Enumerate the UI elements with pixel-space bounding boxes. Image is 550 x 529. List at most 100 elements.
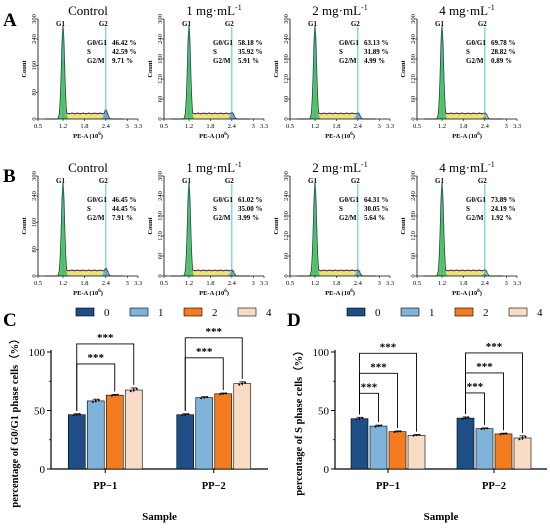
bar bbox=[475, 428, 494, 470]
x-tick-label: 2.4 bbox=[228, 280, 237, 287]
stat-value: 3.99 % bbox=[238, 214, 259, 222]
x-tick-label: 3 bbox=[378, 123, 381, 130]
legend-label: 4 bbox=[537, 307, 543, 319]
data-point bbox=[464, 417, 467, 420]
y-tick-label: 0 bbox=[283, 117, 290, 120]
x-axis-title-superscript: 6 bbox=[98, 132, 101, 137]
y-axis-title: Count bbox=[21, 59, 28, 77]
stat-label: S bbox=[466, 48, 470, 56]
data-point bbox=[241, 382, 244, 385]
stat-label: S bbox=[213, 205, 217, 213]
x-tick-label: 2.4 bbox=[481, 280, 490, 287]
y-axis-title: Count bbox=[273, 59, 280, 77]
bar bbox=[195, 397, 214, 470]
y-tick-label: 120 bbox=[410, 74, 417, 84]
x-tick-label: 1.2 bbox=[185, 123, 193, 130]
stat-value: 46.42 % bbox=[112, 39, 137, 47]
stat-label: G0/G1 bbox=[87, 196, 107, 204]
data-point bbox=[91, 400, 94, 403]
bar bbox=[233, 383, 252, 470]
legend-swatch bbox=[508, 307, 528, 317]
subplot-title: 1 mg·mL-1 bbox=[186, 160, 241, 175]
x-tick-label: PP−1 bbox=[93, 481, 117, 492]
data-point bbox=[483, 427, 486, 430]
subplot-title-text: 1 mg·mL bbox=[186, 3, 235, 18]
stat-label: G2/M bbox=[466, 214, 484, 222]
data-point bbox=[355, 418, 358, 421]
y-tick-label: 0 bbox=[157, 117, 164, 120]
y-tick-label: 300 bbox=[31, 14, 38, 24]
y-axis-title: percentage of S phase cells（%） bbox=[292, 345, 305, 495]
subplot-title-text: 1 mg·mL bbox=[186, 160, 235, 175]
stat-value: 4.99 % bbox=[364, 57, 385, 65]
stat-value: 64.31 % bbox=[364, 196, 389, 204]
bar bbox=[350, 418, 369, 470]
histogram-subplot: 2 mg·mL-1 G1 G2 0 60 120 180 240 300 Count 0.5 1.2 1… bbox=[273, 160, 394, 297]
x-tick-label: 0.5 bbox=[34, 280, 42, 287]
x-axis-title-superscript: 6 bbox=[224, 132, 227, 137]
stat-value: 30.05 % bbox=[364, 205, 389, 213]
data-point bbox=[380, 424, 383, 427]
y-tick-label: 0 bbox=[410, 117, 417, 120]
y-tick-label: 160 bbox=[31, 61, 38, 71]
gate-label-g1: G1 bbox=[435, 177, 444, 185]
gate-label-g2: G2 bbox=[478, 177, 487, 185]
gate-label-g1: G1 bbox=[56, 177, 65, 185]
histogram-subplot: 1 mg·mL-1 G1 G2 0 60 120 180 240 300 Count 0.5 1.2 1… bbox=[147, 3, 268, 140]
significance-label: *** bbox=[196, 346, 213, 358]
x-tick-label: 2.4 bbox=[354, 123, 363, 130]
bar bbox=[407, 435, 426, 470]
stat-value: 0.89 % bbox=[491, 57, 512, 65]
data-point bbox=[358, 417, 361, 420]
y-tick-label: 300 bbox=[410, 14, 417, 24]
gate-label-g2: G2 bbox=[225, 20, 234, 28]
stat-value: 28.82 % bbox=[491, 48, 516, 56]
x-tick-label: 0.5 bbox=[286, 123, 294, 130]
bar bbox=[214, 393, 233, 470]
stat-value: 73.89 % bbox=[491, 196, 516, 204]
x-axis-title: PE-A (106) bbox=[452, 132, 482, 140]
data-point bbox=[222, 392, 225, 395]
y-tick-label: 60 bbox=[283, 96, 290, 103]
stat-value: 35.00 % bbox=[238, 205, 263, 213]
x-axis-title-close: ) bbox=[353, 133, 355, 140]
histogram-subplot: 2 mg·mL-1 G1 G2 0 60 120 180 240 300 Count 0.5 1.2 1… bbox=[273, 3, 394, 140]
significance-label: *** bbox=[361, 381, 378, 393]
y-tick-label: 300 bbox=[157, 171, 164, 181]
panel-label-b: B bbox=[3, 166, 16, 187]
significance-label: *** bbox=[97, 332, 114, 344]
y-tick-label: 240 bbox=[283, 191, 290, 201]
x-tick-label: 2.4 bbox=[481, 123, 490, 130]
data-point bbox=[499, 433, 502, 436]
stat-label: G0/G1 bbox=[213, 39, 233, 47]
data-point bbox=[75, 413, 78, 416]
data-point bbox=[78, 413, 81, 416]
gate-label-g1: G1 bbox=[435, 20, 444, 28]
x-tick-label: 3.3 bbox=[386, 123, 394, 130]
data-point bbox=[116, 393, 119, 396]
data-point bbox=[94, 399, 97, 402]
stat-value: 24.19 % bbox=[491, 205, 516, 213]
x-tick-label: 0.5 bbox=[413, 123, 421, 130]
data-point bbox=[486, 427, 489, 430]
y-tick-label: 120 bbox=[410, 231, 417, 241]
stat-label: S bbox=[213, 48, 217, 56]
y-axis-title: Count bbox=[273, 216, 280, 234]
y-tick-label: 180 bbox=[157, 54, 164, 64]
significance-label: *** bbox=[88, 352, 105, 364]
bar bbox=[388, 431, 407, 470]
stat-value: 42.59 % bbox=[112, 48, 137, 56]
x-tick-label: PP−1 bbox=[376, 481, 400, 492]
stat-value: 5.64 % bbox=[364, 214, 385, 222]
gate-label-g2: G2 bbox=[225, 177, 234, 185]
x-tick-label: 3.3 bbox=[513, 280, 521, 287]
x-tick-label: 1.2 bbox=[185, 280, 193, 287]
data-point bbox=[206, 396, 209, 399]
data-point bbox=[461, 417, 464, 420]
y-tick-label: 240 bbox=[283, 34, 290, 44]
y-tick-label: 120 bbox=[283, 74, 290, 84]
data-point bbox=[219, 393, 222, 396]
stat-value: 58.18 % bbox=[238, 39, 263, 47]
